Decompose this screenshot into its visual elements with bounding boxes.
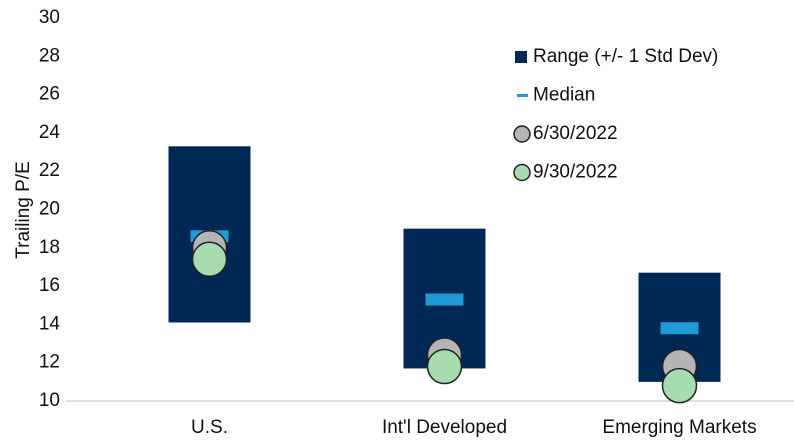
y-tick-label: 30 <box>39 7 60 28</box>
legend-label: Range (+/- 1 Std Dev) <box>533 46 718 67</box>
legend-swatch <box>515 51 527 63</box>
y-tick-label: 26 <box>39 84 60 105</box>
y-tick-label: 24 <box>39 122 61 143</box>
y-tick-label: 16 <box>39 275 60 296</box>
y-tick-label: 14 <box>39 313 61 334</box>
y-tick-label: 10 <box>39 390 60 411</box>
x-tick-label: Int'l Developed <box>382 417 507 438</box>
y-tick-label: 28 <box>39 45 60 66</box>
legend-swatch <box>513 163 531 182</box>
median-mark <box>425 293 464 306</box>
y-tick-label: 20 <box>39 199 60 220</box>
legend-label: 6/30/2022 <box>533 123 618 144</box>
x-tick-label: Emerging Markets <box>602 417 756 438</box>
point <box>191 241 228 278</box>
y-tick-label: 18 <box>39 237 60 258</box>
point <box>661 367 698 404</box>
y-axis-label: Trailing P/E <box>13 161 34 259</box>
median-mark <box>660 322 699 335</box>
point <box>426 348 463 385</box>
legend-label: Median <box>533 85 595 106</box>
y-tick-label: 12 <box>39 352 60 373</box>
legend-swatch <box>517 94 528 97</box>
y-tick-label: 22 <box>39 160 60 181</box>
x-tick-label: U.S. <box>191 417 228 438</box>
legend-label: 9/30/2022 <box>533 162 618 183</box>
legend-swatch <box>513 125 531 143</box>
